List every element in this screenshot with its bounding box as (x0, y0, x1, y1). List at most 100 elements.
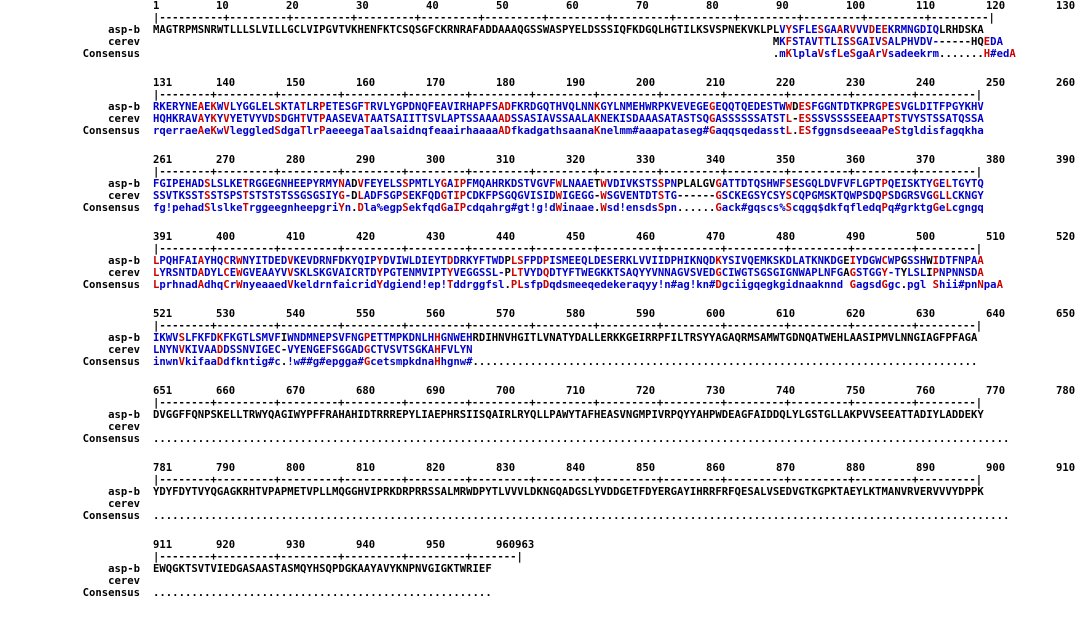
ruler-tick-label: 810 (356, 462, 376, 474)
ruler-tick-label: 30 (356, 0, 369, 12)
consensus-sequence: LprhnadAdhqCrWnyeaaedVkeldrnfaicridYdgie… (153, 279, 1003, 291)
ruler-tick-label: 521 (153, 308, 173, 320)
row-label: Consensus (82, 356, 140, 368)
ruler-tick-label: 240 (916, 77, 936, 89)
ruler-tick-label: 140 (216, 77, 236, 89)
ruler-tick-label: 40 (426, 0, 439, 12)
row-label: asp-b (108, 332, 140, 344)
row-label: Consensus (82, 125, 140, 137)
ruler-line: |--------+---------+---------+---------+… (153, 474, 983, 486)
ruler-tick-label: 890 (916, 462, 936, 474)
ruler-tick-label: 960963 (496, 539, 535, 551)
ruler-tick-label: 170 (426, 77, 446, 89)
row-label: asp-b (108, 24, 140, 36)
aligned-sequence: LYRSNTDADYLCEWGVEAAYVVSKLSKGVAICRTDYPGTE… (153, 267, 984, 279)
ruler-tick-label: 651 (153, 385, 173, 397)
consensus-sequence: rqerraeAeKwVleggledSdgaTlrPaeeegaTaalsai… (153, 125, 984, 137)
ruler-tick-label: 420 (356, 231, 376, 243)
ruler-numbers: 131 140 150 160 170 180 190 200 210 220 230 240 250 2… (153, 77, 1083, 89)
ruler-tick-label: 760 (916, 385, 936, 397)
ruler-numbers: 261 270 280 290 300 310 320 330 340 350 360 370 380 3… (153, 154, 1083, 166)
ruler-tick-label: 250 (986, 77, 1006, 89)
ruler-tick-label: 400 (216, 231, 236, 243)
ruler-tick-label: 261 (153, 154, 173, 166)
ruler-tick-label: 150 (286, 77, 306, 89)
aligned-sequence: SSVTKSSTSSTSPSTSTSTSTSSGSGSIYG-DLADFSGPS… (153, 190, 984, 202)
ruler-tick-label: 610 (776, 308, 796, 320)
alignment-block: 1 10 20 30 40 50 60 70 80 90 100 110 120 130 |--------… (0, 0, 1085, 74)
consensus-sequence: ........................................… (153, 510, 1010, 522)
ruler-tick-label: 720 (636, 385, 656, 397)
ruler-tick-label: 560 (426, 308, 446, 320)
ruler-tick-label: 880 (846, 462, 866, 474)
ruler-tick-label: 440 (496, 231, 516, 243)
ruler-tick-label: 780 (1056, 385, 1076, 397)
ruler-tick-label: 130 (1056, 0, 1076, 12)
ruler-tick-label: 50 (496, 0, 509, 12)
aligned-sequence: FGIPEHADSLSLKETRGGEGNHEEPYRMYNADVFEYELSS… (153, 178, 984, 190)
aligned-sequence: LPQHFAIAYHQCRWNYITDEDVKEVDRNFDKYQIPYDVIW… (153, 255, 984, 267)
ruler-tick-label: 470 (706, 231, 726, 243)
ruler-tick-label: 710 (566, 385, 586, 397)
ruler-tick-label: 820 (426, 462, 446, 474)
row-label: asp-b (108, 101, 140, 113)
aligned-sequence: IKWVSLFKFDKFKGTLSMVFIWNDMNEPSVFNGPETTMPK… (153, 332, 978, 344)
ruler-tick-label: 510 (986, 231, 1006, 243)
row-label: Consensus (82, 587, 140, 599)
ruler-tick-label: 330 (636, 154, 656, 166)
ruler-tick-label: 520 (1056, 231, 1076, 243)
ruler-numbers: 651 660 670 680 690 700 710 720 730 740 750 760 770 7… (153, 385, 1083, 397)
ruler-tick-label: 280 (286, 154, 306, 166)
ruler-tick-label: 390 (1056, 154, 1076, 166)
ruler-numbers: 521 530 540 550 560 570 580 590 600 610 620 630 640 6… (153, 308, 1083, 320)
ruler-tick-label: 781 (153, 462, 173, 474)
ruler-tick-label: 460 (636, 231, 656, 243)
ruler-tick-label: 860 (706, 462, 726, 474)
ruler-tick-label: 90 (776, 0, 789, 12)
ruler-tick-label: 290 (356, 154, 376, 166)
ruler-line: |--------+---------+---------+---------+… (153, 551, 523, 563)
row-label: asp-b (108, 563, 140, 575)
ruler-tick-label: 590 (636, 308, 656, 320)
ruler-tick-label: 840 (566, 462, 586, 474)
ruler-tick-label: 500 (916, 231, 936, 243)
ruler-tick-label: 480 (776, 231, 796, 243)
ruler-tick-label: 620 (846, 308, 866, 320)
ruler-tick-label: 110 (916, 0, 936, 12)
consensus-sequence: ........................................… (153, 433, 1010, 445)
ruler-tick-label: 920 (216, 539, 236, 551)
row-label: Consensus (82, 48, 140, 60)
ruler-tick-label: 230 (846, 77, 866, 89)
row-label: cerev (108, 267, 140, 279)
ruler-tick-label: 260 (1056, 77, 1076, 89)
ruler-tick-label: 911 (153, 539, 173, 551)
aligned-sequence: RKERYNEAEKWVLYGGLELSKTATLRPETESGFTRVLYGP… (153, 101, 984, 113)
ruler-numbers: 391 400 410 420 430 440 450 460 470 480 490 500 510 5… (153, 231, 1083, 243)
ruler-tick-label: 670 (286, 385, 306, 397)
ruler-tick-label: 690 (426, 385, 446, 397)
ruler-tick-label: 430 (426, 231, 446, 243)
ruler-tick-label: 310 (496, 154, 516, 166)
ruler-tick-label: 160 (356, 77, 376, 89)
ruler-line: |--------+---------+---------+---------+… (153, 320, 983, 332)
ruler-line: |--------+---------+---------+---------+… (153, 89, 983, 101)
row-label: Consensus (82, 510, 140, 522)
ruler-numbers: 781 790 800 810 820 830 840 850 860 870 880 890 900 9… (153, 462, 1083, 474)
ruler-tick-label: 770 (986, 385, 1006, 397)
ruler-tick-label: 930 (286, 539, 306, 551)
ruler-tick-label: 630 (916, 308, 936, 320)
ruler-tick-label: 550 (356, 308, 376, 320)
aligned-sequence: DVGGFFQNPSKELLTRWYQAGIWYPFFRAHAHIDTRRREP… (153, 409, 984, 421)
ruler-tick-label: 131 (153, 77, 173, 89)
row-label: asp-b (108, 486, 140, 498)
ruler-tick-label: 391 (153, 231, 173, 243)
row-label: Consensus (82, 279, 140, 291)
ruler-tick-label: 700 (496, 385, 516, 397)
ruler-tick-label: 270 (216, 154, 236, 166)
ruler-numbers: 911 920 930 940 950 960963 (153, 539, 1083, 551)
ruler-tick-label: 60 (566, 0, 579, 12)
ruler-tick-label: 370 (916, 154, 936, 166)
row-label: cerev (108, 575, 140, 587)
ruler-tick-label: 100 (846, 0, 866, 12)
alignment-block: 131 140 150 160 170 180 190 200 210 220 230 240 250 2… (0, 77, 1085, 151)
